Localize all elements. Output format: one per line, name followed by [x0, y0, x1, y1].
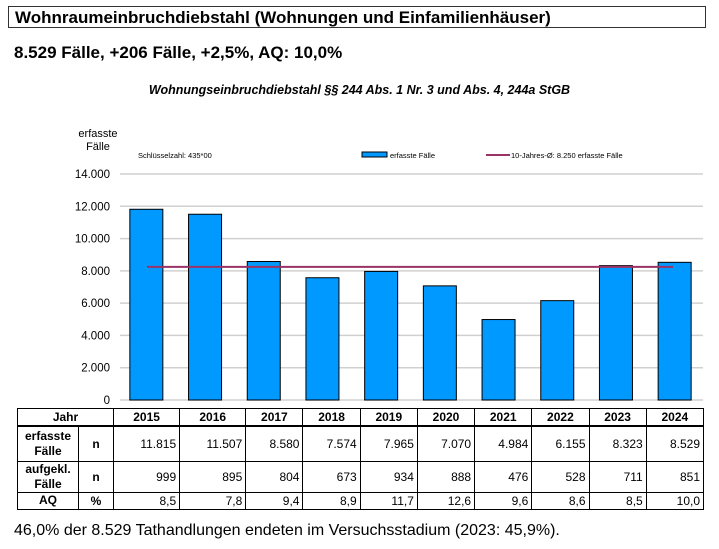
table-cell: 8.529 — [645, 425, 705, 462]
table-cell: 11,7 — [359, 491, 418, 510]
table-cell: 9,4 — [245, 491, 304, 510]
table-cell: 895 — [179, 460, 247, 493]
table-cell: 7.574 — [302, 425, 361, 462]
table-cell: 804 — [245, 460, 304, 493]
table-cell: 11.815 — [112, 425, 181, 462]
key-number-annotation: Schlüsselzahl: 435*00 — [138, 151, 212, 160]
header-year: 2017 — [245, 408, 304, 427]
table-cell: 851 — [645, 460, 705, 493]
y-tick-label: 4.000 — [81, 330, 110, 342]
table-cell: 711 — [588, 460, 647, 493]
chart-title: Wohnungseinbruchdiebstahl §§ 244 Abs. 1 … — [148, 83, 571, 97]
table-cell: 6.155 — [531, 425, 590, 462]
bar-2021 — [481, 319, 516, 401]
legend-label: erfasste Fälle — [390, 151, 435, 160]
y-axis-label: erfasste — [78, 128, 117, 140]
bar-2020 — [422, 285, 457, 401]
header-year: 2024 — [645, 408, 705, 427]
table-row: aufgekl. Fälle n 999 895 804 673 934 888 476 528 7… — [17, 460, 705, 493]
table-cell: 888 — [416, 460, 476, 493]
table-cell: 8.580 — [245, 425, 304, 462]
bar-2017 — [246, 260, 281, 401]
bar-2018 — [305, 277, 340, 401]
table-cell: 8,5 — [588, 491, 647, 510]
table-cell: 7.070 — [416, 425, 476, 462]
header-year: 2021 — [474, 408, 533, 427]
legend-swatch-bars — [361, 151, 388, 158]
y-tick-label: 10.000 — [75, 234, 110, 246]
header-year: 2018 — [302, 408, 361, 427]
row-unit: n — [78, 460, 114, 493]
table-cell: 673 — [302, 460, 361, 493]
bar-2015 — [129, 208, 164, 401]
table-cell: 8,9 — [302, 491, 361, 510]
legend-label: 10-Jahres-Ø: 8.250 erfasste Fälle — [511, 151, 623, 160]
bar-2022 — [540, 300, 575, 401]
section-title: Wohnraumeinbruchdiebstahl (Wohnungen und… — [8, 6, 706, 28]
y-tick-label: 12.000 — [75, 201, 110, 213]
table-cell: 8,5 — [112, 491, 181, 510]
header-year: 2023 — [588, 408, 647, 427]
bar-2016 — [188, 213, 223, 401]
y-axis-label: Fälle — [86, 141, 110, 153]
bar-2019 — [364, 270, 399, 401]
footer-note: 46,0% der 8.529 Tathandlungen endeten im… — [14, 522, 560, 539]
header-year: 2022 — [531, 408, 590, 427]
table-cell: 7.965 — [359, 425, 418, 462]
y-tick-label: 14.000 — [75, 169, 110, 181]
table-row: AQ% 8,5 7,8 9,4 8,9 11,7 12,6 9,6 8,6 8,5 10,0 — [17, 491, 705, 510]
row-label: AQ — [17, 491, 79, 510]
header-jahr: Jahr — [17, 408, 114, 427]
y-tick-label: 6.000 — [81, 298, 110, 310]
header-year: 2019 — [359, 408, 418, 427]
table-cell: 10,0 — [645, 491, 705, 510]
table-cell: 4.984 — [474, 425, 533, 462]
table-cell: 528 — [531, 460, 590, 493]
table-cell: 12,6 — [416, 491, 476, 510]
header-year: 2020 — [416, 408, 476, 427]
table-cell: 999 — [112, 460, 181, 493]
summary: 8.529 Fälle, +206 Fälle, +2,5%, AQ: 10,0… — [14, 43, 343, 62]
y-tick-label: 0 — [104, 395, 110, 407]
table-cell: 11.507 — [179, 425, 247, 462]
table-row: erfasste Fälle n 11.815 11.507 8.580 7.574 7.9… — [17, 425, 705, 462]
bar-2024 — [657, 261, 692, 401]
header-year: 2016 — [179, 408, 247, 427]
header-year: 2015 — [112, 408, 181, 427]
row-label: erfasste Fälle — [17, 425, 79, 462]
table-cell: 8,6 — [531, 491, 590, 510]
table-cell: 8.323 — [588, 425, 647, 462]
y-tick-label: 8.000 — [81, 266, 110, 278]
row-label: aufgekl. Fälle — [17, 460, 79, 493]
row-unit: n — [78, 425, 114, 462]
table-cell: 7,8 — [179, 491, 247, 510]
data-table: Jahr 2015 2016 2017 2018 2019 2020 2021 2022 2023… — [17, 408, 705, 510]
y-tick-label: 2.000 — [81, 363, 110, 375]
table-cell: 9,6 — [474, 491, 533, 510]
row-unit: % — [78, 491, 114, 510]
bar-2023 — [598, 265, 633, 401]
table-cell: 934 — [359, 460, 418, 493]
table-cell: 476 — [474, 460, 533, 493]
